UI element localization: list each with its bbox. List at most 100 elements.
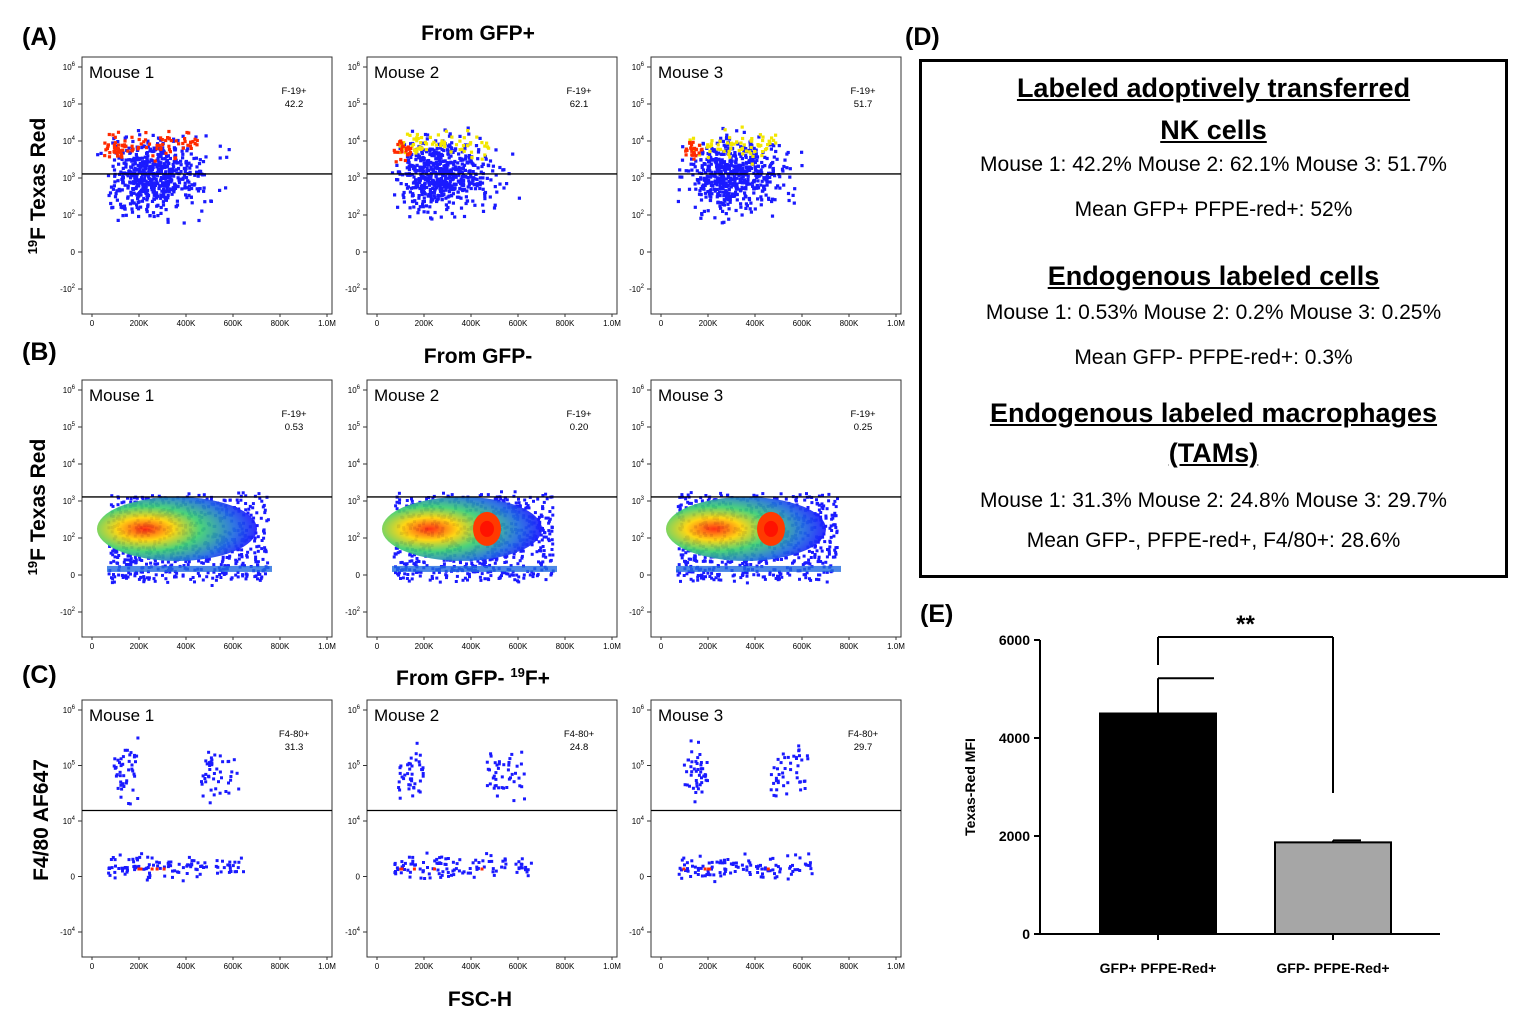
event-dot bbox=[768, 572, 772, 576]
event-dot bbox=[114, 192, 118, 196]
event-dot bbox=[177, 862, 181, 866]
event-dot bbox=[111, 553, 115, 557]
event-dot bbox=[718, 194, 722, 198]
event-dot bbox=[241, 574, 245, 578]
event-dot bbox=[439, 177, 444, 181]
event-dot bbox=[153, 146, 157, 151]
event-dot bbox=[137, 158, 141, 162]
event-dot bbox=[720, 180, 724, 184]
event-dot bbox=[799, 788, 803, 792]
event-dot bbox=[160, 157, 164, 161]
event-dot bbox=[719, 206, 723, 210]
event-dot bbox=[175, 168, 179, 172]
event-dot bbox=[458, 139, 462, 143]
event-dot bbox=[203, 777, 207, 780]
event-dot bbox=[551, 506, 555, 510]
event-dot bbox=[464, 174, 468, 179]
event-dot bbox=[742, 197, 746, 201]
event-dot bbox=[260, 575, 264, 579]
event-dot bbox=[761, 135, 765, 139]
event-dot bbox=[731, 192, 735, 196]
event-dot bbox=[390, 171, 395, 175]
event-dot bbox=[489, 574, 493, 578]
event-dot bbox=[392, 555, 396, 559]
event-dot bbox=[406, 772, 410, 776]
event-dot bbox=[451, 860, 455, 864]
event-dot bbox=[786, 571, 790, 575]
event-dot bbox=[157, 861, 161, 865]
y-tick-label: 105 bbox=[348, 99, 361, 109]
event-dot bbox=[526, 868, 530, 872]
event-dot bbox=[463, 576, 467, 580]
event-dot bbox=[824, 514, 828, 518]
event-dot bbox=[397, 573, 401, 577]
event-dot bbox=[145, 159, 149, 163]
event-dot bbox=[427, 192, 431, 197]
event-dot bbox=[447, 176, 452, 180]
event-dot bbox=[187, 492, 191, 496]
event-dot bbox=[483, 558, 487, 562]
event-dot bbox=[415, 132, 419, 137]
event-dot bbox=[484, 157, 488, 161]
event-dot bbox=[144, 146, 148, 150]
event-dot bbox=[678, 571, 682, 575]
event-dot bbox=[744, 570, 748, 574]
event-dot bbox=[257, 492, 261, 496]
event-dot bbox=[396, 142, 400, 147]
x-tick-label: 600K bbox=[509, 319, 528, 328]
event-dot bbox=[121, 762, 125, 766]
event-dot bbox=[493, 561, 497, 565]
event-dot bbox=[746, 174, 750, 178]
event-dot bbox=[214, 864, 218, 868]
event-dot bbox=[475, 865, 479, 869]
event-dot bbox=[112, 168, 117, 172]
event-dot bbox=[762, 176, 766, 180]
event-dot bbox=[706, 498, 710, 502]
event-dot bbox=[510, 573, 514, 577]
event-dot bbox=[410, 199, 415, 203]
event-dot bbox=[408, 783, 412, 787]
event-dot bbox=[480, 181, 485, 185]
event-dot bbox=[169, 180, 173, 184]
event-dot bbox=[752, 146, 756, 150]
event-dot bbox=[692, 767, 696, 771]
event-dot bbox=[775, 788, 779, 792]
event-dot bbox=[495, 557, 499, 561]
event-dot bbox=[127, 146, 131, 150]
x-tick-label: 1.0M bbox=[318, 642, 336, 651]
event-dot bbox=[140, 559, 144, 562]
event-dot bbox=[116, 503, 120, 507]
event-dot bbox=[716, 176, 720, 180]
x-tick-label: 1.0M bbox=[887, 962, 905, 971]
event-dot bbox=[776, 781, 780, 785]
event-dot bbox=[150, 199, 155, 203]
event-dot bbox=[543, 531, 547, 535]
event-dot bbox=[468, 575, 471, 579]
event-dot bbox=[119, 757, 123, 761]
event-dot bbox=[255, 511, 259, 515]
event-dot bbox=[488, 159, 493, 163]
event-dot bbox=[209, 788, 213, 792]
event-dot bbox=[773, 496, 776, 500]
event-dot bbox=[209, 756, 213, 760]
y-tick-label: 105 bbox=[348, 761, 361, 771]
event-dot bbox=[435, 157, 440, 161]
event-dot bbox=[725, 165, 730, 170]
event-dot bbox=[750, 162, 754, 166]
event-dot bbox=[411, 794, 415, 798]
event-dot bbox=[504, 862, 508, 866]
event-dot bbox=[740, 146, 744, 151]
event-dot bbox=[464, 201, 468, 206]
event-dot bbox=[488, 782, 492, 786]
event-dot bbox=[469, 159, 473, 163]
event-dot bbox=[486, 493, 490, 497]
event-dot bbox=[705, 145, 709, 149]
event-dot bbox=[226, 863, 230, 867]
event-dot bbox=[240, 553, 244, 556]
event-dot bbox=[166, 861, 170, 865]
event-dot bbox=[721, 165, 725, 170]
event-dot bbox=[541, 527, 544, 530]
event-dot bbox=[159, 179, 163, 183]
event-dot bbox=[823, 540, 827, 544]
